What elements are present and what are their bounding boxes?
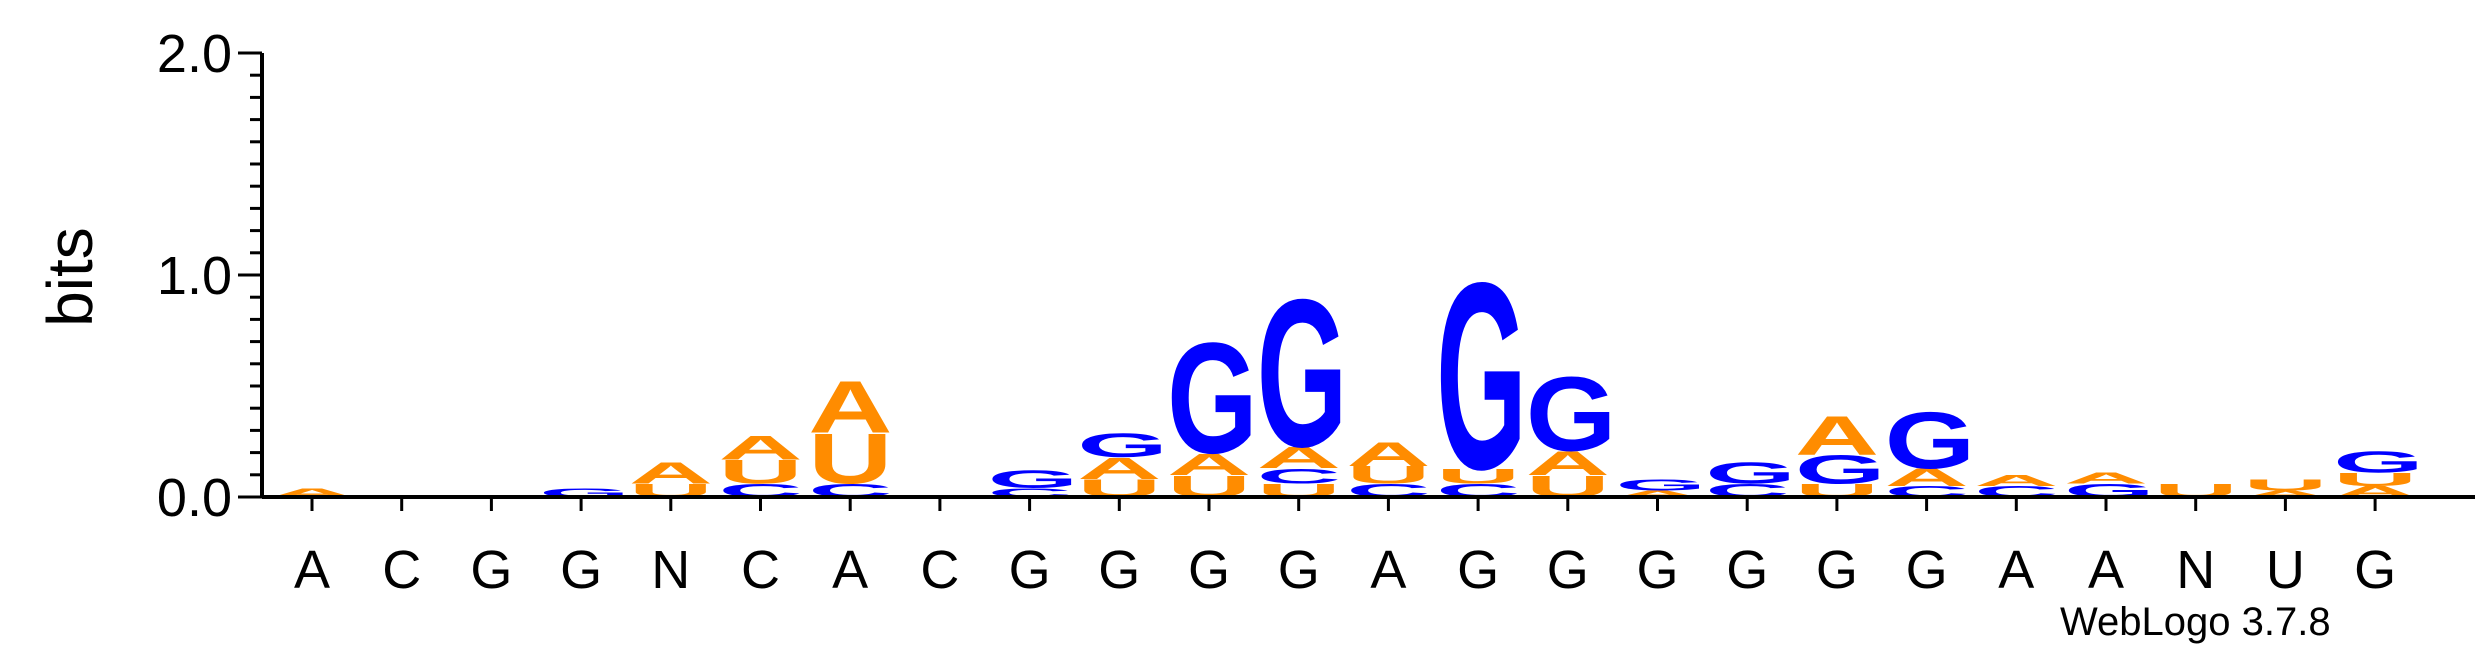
- logo-letter-a: A: [1257, 441, 1341, 476]
- logo-letter-u: U: [1436, 464, 1520, 488]
- logo-letter-a: A: [1346, 435, 1430, 473]
- logo-letter-g: G: [1167, 310, 1258, 486]
- x-tick-label: N: [651, 540, 690, 600]
- logo-letter-g: G: [1526, 355, 1617, 474]
- x-tick-label: G: [1547, 540, 1589, 600]
- x-tick-label: G: [1726, 540, 1768, 600]
- logo-letter-u: U: [808, 420, 892, 500]
- x-tick-label: G: [1098, 540, 1140, 600]
- x-tick-label: U: [2266, 540, 2305, 600]
- logo-letter-a: A: [1885, 464, 1969, 492]
- x-tick-label: A: [1370, 540, 1406, 600]
- x-tick-label: G: [1009, 540, 1051, 600]
- logo-letter-g: G: [1077, 426, 1168, 464]
- x-tick-label: G: [1188, 540, 1230, 600]
- logo-letter-a: A: [1616, 489, 1700, 499]
- x-tick-label: G: [1816, 540, 1858, 600]
- x-tick-label: C: [741, 540, 780, 600]
- x-tick-label: A: [2088, 540, 2124, 600]
- logo-letter-a: A: [2243, 489, 2327, 499]
- logo-letter-u: U: [2333, 469, 2417, 490]
- logo-letter-a: A: [1167, 447, 1251, 482]
- y-tick-label: 0.0: [157, 468, 232, 528]
- logo-letter-a: A: [629, 456, 713, 491]
- x-tick-label: A: [294, 540, 330, 600]
- weblogo-credit: WebLogo 3.7.8: [2060, 600, 2331, 644]
- logo-letter-a: A: [719, 429, 803, 467]
- logo-letter-g: G: [1795, 448, 1886, 493]
- x-tick-label: A: [1998, 540, 2034, 600]
- x-tick-label: G: [2354, 540, 2396, 600]
- x-tick-label: N: [2176, 540, 2215, 600]
- x-tick-label: G: [470, 540, 512, 600]
- logo-letter-a: A: [1526, 444, 1610, 482]
- logo-letter-g: G: [1616, 476, 1707, 493]
- logo-letter-g: G: [2333, 445, 2424, 480]
- logo-letter-g: G: [1257, 257, 1348, 492]
- logo-letter-u: U: [1346, 461, 1430, 489]
- x-tick-label: G: [1457, 540, 1499, 600]
- logo-letter-g: G: [1436, 227, 1527, 525]
- x-tick-label: C: [382, 540, 421, 600]
- x-tick-label: G: [560, 540, 602, 600]
- x-tick-label: A: [832, 540, 868, 600]
- logo-letter-g: G: [988, 466, 1079, 494]
- x-tick-label: C: [920, 540, 959, 600]
- logo-letter-g: G: [1705, 456, 1796, 491]
- x-tick-label: G: [1636, 540, 1678, 600]
- logo-letter-a: A: [808, 365, 892, 449]
- y-tick-label: 1.0: [157, 246, 232, 306]
- x-tick-label: G: [1278, 540, 1320, 600]
- y-axis-label: bits: [34, 227, 106, 327]
- axes: 0.01.02.0A C G G N C A C G G G G A G G G G G G A A N U G: [157, 24, 2475, 600]
- logo-letter-g: G: [1885, 396, 1976, 486]
- logo-letter-a: A: [1795, 405, 1879, 467]
- logo-letter-a: A: [1974, 472, 2058, 489]
- logo-letter-u: U: [719, 453, 803, 491]
- logo-letter-u: U: [2243, 476, 2327, 493]
- x-tick-label: G: [1906, 540, 1948, 600]
- logo-glyphs: AAGGUACUACUACGUAGUAGUCAGCUACUGUAGAGCGUGA…: [270, 227, 2424, 525]
- logo-letter-a: A: [2064, 470, 2148, 487]
- logo-letter-a: A: [1077, 452, 1161, 487]
- y-tick-label: 2.0: [157, 24, 232, 84]
- logo-letter-c: C: [1257, 464, 1341, 488]
